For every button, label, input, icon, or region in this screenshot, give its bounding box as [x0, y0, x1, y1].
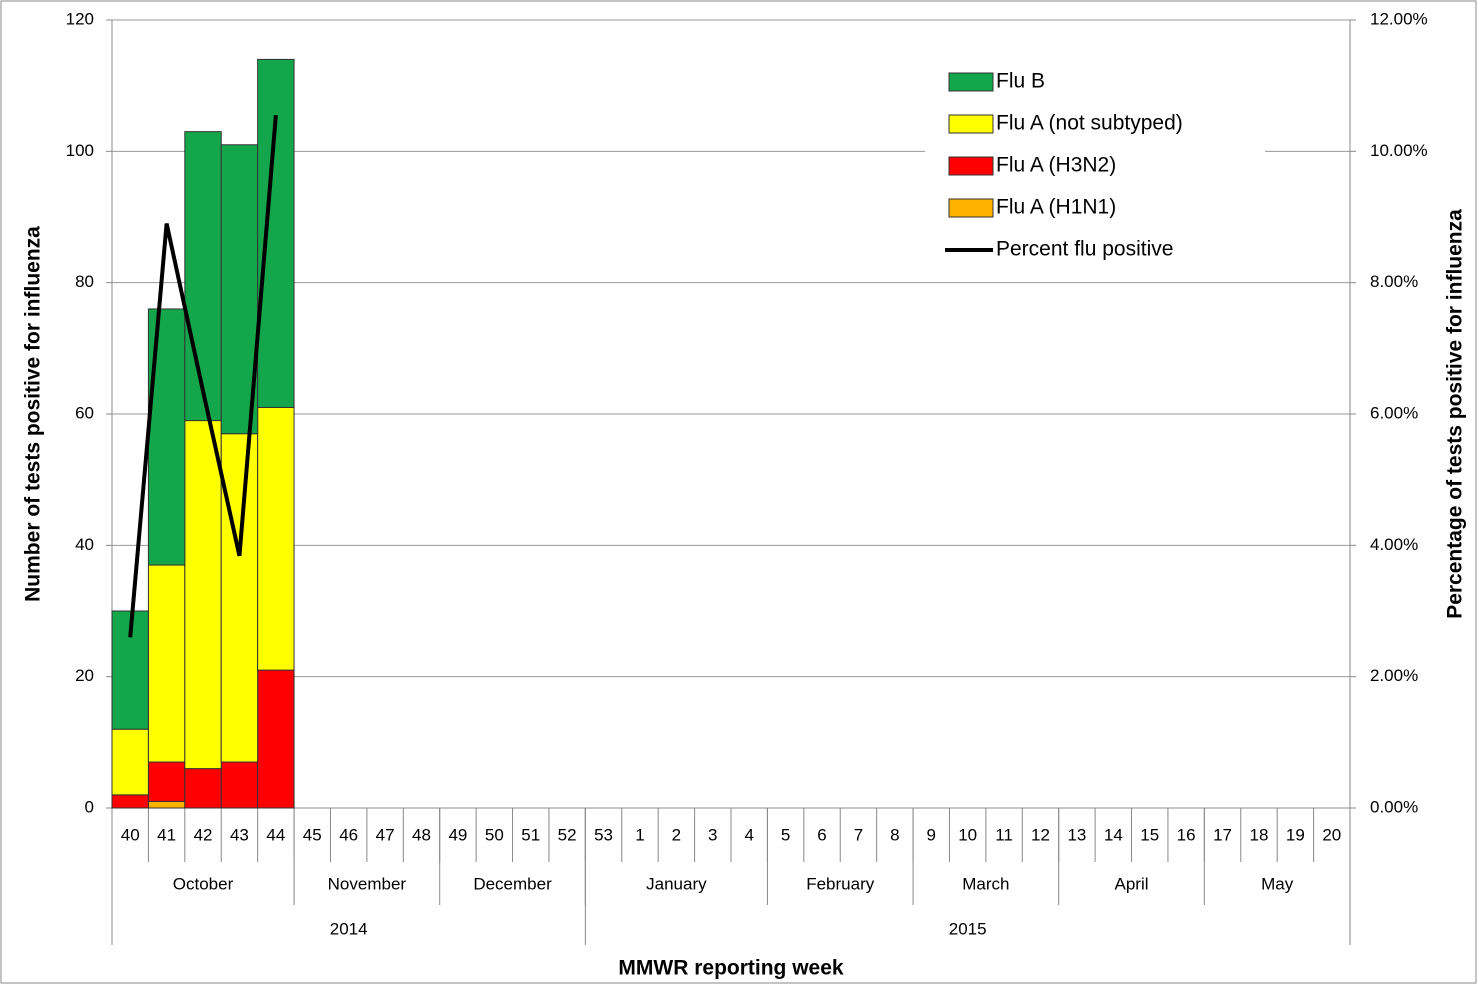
x-tick-label: 49 [448, 825, 467, 844]
x-tick-label: 43 [230, 825, 249, 844]
legend-swatch [948, 72, 994, 92]
bar-segment [111, 794, 149, 809]
y-tick-label: 0 [85, 797, 94, 816]
y-axis-title: Number of tests positive for influenza [22, 226, 45, 602]
legend-swatch [948, 156, 994, 176]
legend-label: Flu A (H3N2) [996, 154, 1116, 177]
y2-tick-label: 2.00% [1370, 666, 1418, 685]
y2-tick-label: 8.00% [1370, 272, 1418, 291]
x-tick-label: 2 [672, 825, 681, 844]
x-tick-label: 10 [958, 825, 977, 844]
y2-tick-label: 10.00% [1370, 141, 1428, 160]
y-tick-label: 120 [66, 9, 94, 28]
x-tick-label: 14 [1104, 825, 1123, 844]
year-label: 2015 [949, 919, 987, 938]
x-tick-label: 5 [781, 825, 790, 844]
legend-label: Percent flu positive [996, 238, 1173, 261]
x-tick-label: 6 [817, 825, 826, 844]
bar-segment [257, 58, 295, 408]
x-tick-label: 52 [558, 825, 577, 844]
x-tick-label: 20 [1322, 825, 1341, 844]
y2-tick-label: 4.00% [1370, 535, 1418, 554]
x-tick-label: 44 [266, 825, 285, 844]
legend-label: Flu A (not subtyped) [996, 112, 1183, 135]
x-tick-label: 50 [485, 825, 504, 844]
y2-axis-title: Percentage of tests positive for influen… [1444, 209, 1467, 619]
y2-tick-label: 6.00% [1370, 403, 1418, 422]
bar-segment [147, 800, 186, 809]
y-tick-label: 100 [66, 141, 94, 160]
bar-segment [257, 669, 295, 809]
legend-swatch [948, 198, 994, 218]
x-tick-label: 16 [1177, 825, 1196, 844]
month-label: May [1261, 874, 1294, 893]
x-tick-label: 17 [1213, 825, 1232, 844]
x-tick-label: 12 [1031, 825, 1050, 844]
x-tick-label: 15 [1140, 825, 1159, 844]
y-tick-label: 80 [75, 272, 94, 291]
month-label: November [328, 874, 407, 893]
x-tick-label: 11 [995, 825, 1013, 844]
y2-tick-label: 0.00% [1370, 797, 1418, 816]
month-label: January [646, 874, 707, 893]
x-tick-label: 1 [635, 825, 644, 844]
bar-segment [111, 728, 149, 796]
legend-label: Flu A (H1N1) [996, 196, 1116, 219]
month-label: October [173, 874, 234, 893]
x-tick-label: 8 [890, 825, 899, 844]
x-tick-label: 45 [303, 825, 322, 844]
y-tick-label: 40 [75, 535, 94, 554]
month-label: February [806, 874, 875, 893]
x-tick-label: 19 [1286, 825, 1305, 844]
x-tick-label: 51 [521, 825, 540, 844]
legend-swatch [948, 114, 994, 134]
month-label: March [962, 874, 1009, 893]
x-tick-label: 40 [121, 825, 140, 844]
month-label: December [473, 874, 552, 893]
year-label: 2014 [330, 919, 368, 938]
x-tick-label: 53 [594, 825, 613, 844]
legend-label: Flu B [996, 70, 1045, 93]
x-axis-title: MMWR reporting week [618, 957, 843, 980]
bar-segment [184, 131, 222, 422]
bar-segment [220, 761, 259, 809]
x-tick-label: 7 [854, 825, 863, 844]
x-tick-label: 18 [1250, 825, 1269, 844]
line [128, 115, 278, 638]
x-tick-label: 48 [412, 825, 431, 844]
x-tick-label: 42 [194, 825, 213, 844]
y-tick-label: 60 [75, 403, 94, 422]
y-tick-label: 20 [75, 666, 94, 685]
x-tick-label: 13 [1067, 825, 1086, 844]
x-tick-label: 41 [157, 825, 176, 844]
x-tick-label: 46 [339, 825, 358, 844]
x-tick-label: 3 [708, 825, 717, 844]
bar-segment [220, 433, 259, 763]
x-tick-label: 4 [744, 825, 753, 844]
month-label: April [1115, 874, 1149, 893]
bar-segment [184, 768, 222, 809]
x-tick-label: 47 [376, 825, 395, 844]
y2-tick-label: 12.00% [1370, 9, 1428, 28]
bar-segment [184, 420, 222, 770]
bar-segment [147, 564, 186, 763]
x-tick-label: 9 [927, 825, 936, 844]
bar-segment [257, 406, 295, 671]
bar-segment [147, 761, 186, 802]
